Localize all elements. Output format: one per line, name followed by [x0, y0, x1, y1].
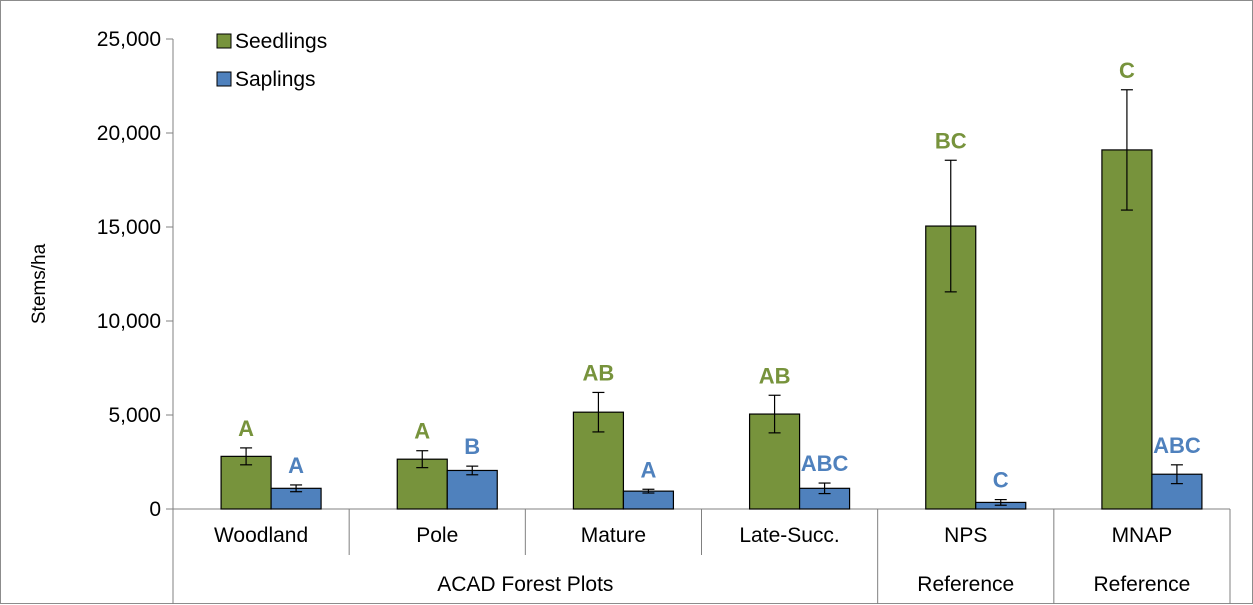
significance-label: A: [288, 453, 304, 478]
x-group-label: Reference: [1093, 573, 1190, 596]
legend-swatch: [216, 33, 232, 49]
y-tick-label: 0: [149, 498, 161, 521]
significance-label: C: [1119, 58, 1135, 83]
x-group-label: Reference: [917, 573, 1014, 596]
y-tick-label: 20,000: [97, 122, 161, 145]
significance-label: AB: [759, 363, 791, 388]
saplings-bar: [446, 469, 498, 510]
significance-label: A: [640, 457, 656, 482]
y-tick-label: 15,000: [97, 216, 161, 239]
x-category-label: Late-Succ.: [739, 524, 839, 547]
y-tick-label: 10,000: [97, 310, 161, 333]
x-group-label: ACAD Forest Plots: [437, 573, 613, 596]
y-axis-label: Stems/ha: [29, 243, 50, 324]
saplings-bar: [622, 490, 675, 510]
significance-label: AB: [583, 360, 615, 385]
x-category-label: MNAP: [1112, 524, 1173, 547]
significance-label: B: [464, 434, 480, 459]
legend-label: Seedlings: [235, 30, 327, 53]
legend-label: Saplings: [235, 68, 316, 91]
y-tick-label: 25,000: [97, 28, 161, 51]
x-category-label: Mature: [581, 524, 646, 547]
x-category-label: Pole: [416, 524, 458, 547]
legend-swatch: [216, 71, 232, 87]
significance-label: ABC: [801, 451, 849, 476]
significance-label: A: [238, 416, 254, 441]
significance-label: C: [993, 468, 1009, 493]
significance-label: ABC: [1153, 433, 1201, 458]
x-category-label: Woodland: [214, 524, 308, 547]
significance-label: BC: [935, 128, 967, 153]
y-tick-label: 5,000: [108, 404, 161, 427]
significance-label: A: [414, 419, 430, 444]
x-category-label: NPS: [944, 524, 987, 547]
